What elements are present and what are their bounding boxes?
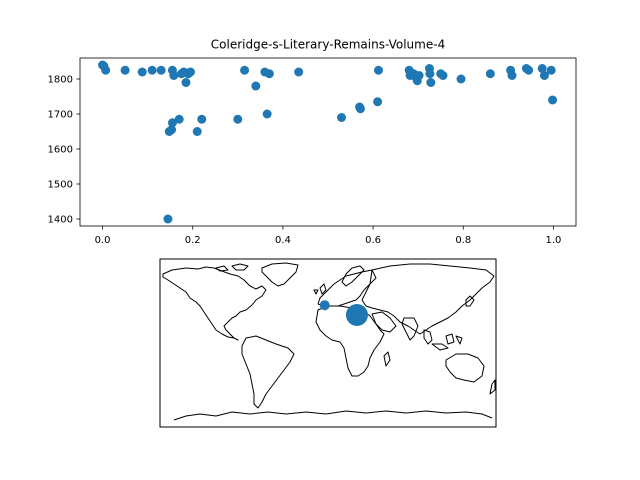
coastline-scandinavia (341, 265, 365, 287)
scatter-point (373, 97, 383, 107)
x-tick-label: 1.0 (546, 235, 562, 246)
scatter-point (251, 81, 261, 91)
coastline-antarctica (173, 410, 493, 421)
scatter-plot-area (79, 57, 577, 227)
scatter-points (98, 60, 558, 224)
scatter-point (537, 64, 547, 73)
y-tick-label: 1500 (48, 180, 73, 191)
y-axis: 1400 1500 1600 1700 1800 (48, 75, 80, 226)
scatter-point (425, 69, 435, 79)
map-marker (345, 304, 368, 326)
scatter-point (167, 125, 177, 135)
map-frame-background (160, 259, 496, 427)
coastline-arctic-islands (215, 263, 249, 272)
scatter-point (546, 65, 556, 75)
chart-title: Coleridge-s-Literary-Remains-Volume-4 (211, 38, 445, 52)
scatter-point (181, 78, 191, 87)
scatter-point (539, 71, 549, 80)
scatter-point (163, 214, 173, 224)
coastline-asia (361, 263, 495, 335)
scatter-point (101, 65, 111, 75)
scatter-point (337, 113, 347, 122)
coastline-madagascar (383, 351, 391, 367)
scatter-point (240, 65, 250, 75)
scatter-point (167, 118, 177, 128)
scatter-point (233, 114, 243, 124)
coastline-south-america (241, 335, 295, 409)
coastline-north-america (162, 266, 267, 341)
map-markers (319, 300, 368, 326)
scatter-point (507, 71, 517, 80)
scatter-point (524, 65, 534, 75)
scatter-point (264, 69, 274, 79)
scatter-point (197, 114, 207, 124)
scatter-point (548, 95, 558, 105)
scatter-point (169, 71, 179, 80)
scatter-point (456, 74, 466, 84)
scatter-point (485, 69, 495, 79)
y-tick-label: 1400 (48, 215, 73, 226)
coastline-india (401, 317, 419, 341)
y-tick-label: 1800 (48, 75, 73, 86)
scatter-point (192, 127, 202, 136)
x-tick-label: 0.0 (95, 235, 111, 246)
scatter-point (185, 67, 195, 77)
scatter-point (137, 67, 147, 77)
x-tick-label: 0.4 (275, 235, 291, 246)
x-tick-label: 0.8 (455, 235, 471, 246)
world-map (159, 258, 497, 428)
coastline-europe (317, 269, 377, 307)
scatter-point (414, 71, 424, 80)
scatter-point (355, 104, 365, 114)
x-tick-label: 0.2 (185, 235, 201, 246)
coastline-southeast-asia (423, 329, 463, 351)
scatter-chart: Coleridge-s-Literary-Remains-Volume-4 0.… (48, 38, 577, 246)
coastline-australia (445, 353, 485, 383)
scatter-point (374, 65, 383, 75)
coastline-british-isles (313, 283, 327, 295)
y-tick-label: 1600 (48, 145, 73, 156)
coastline-japan (465, 295, 475, 307)
scatter-point (147, 65, 157, 75)
y-tick-label: 1700 (48, 110, 73, 121)
x-axis: 0.0 0.2 0.4 0.6 0.8 1.0 (95, 226, 562, 246)
scatter-point (438, 71, 448, 80)
coastline-greenland (261, 262, 299, 287)
scatter-point (294, 67, 304, 77)
x-tick-label: 0.6 (365, 235, 381, 246)
scatter-point (426, 78, 436, 87)
map-frame (159, 258, 497, 428)
map-marker (319, 300, 330, 311)
scatter-point (156, 65, 166, 75)
scatter-point (174, 114, 184, 124)
coastline-new-zealand (489, 379, 496, 395)
scatter-point (120, 65, 130, 75)
scatter-point (262, 109, 272, 119)
coastline-arabia (371, 311, 397, 333)
coastlines (162, 262, 496, 421)
